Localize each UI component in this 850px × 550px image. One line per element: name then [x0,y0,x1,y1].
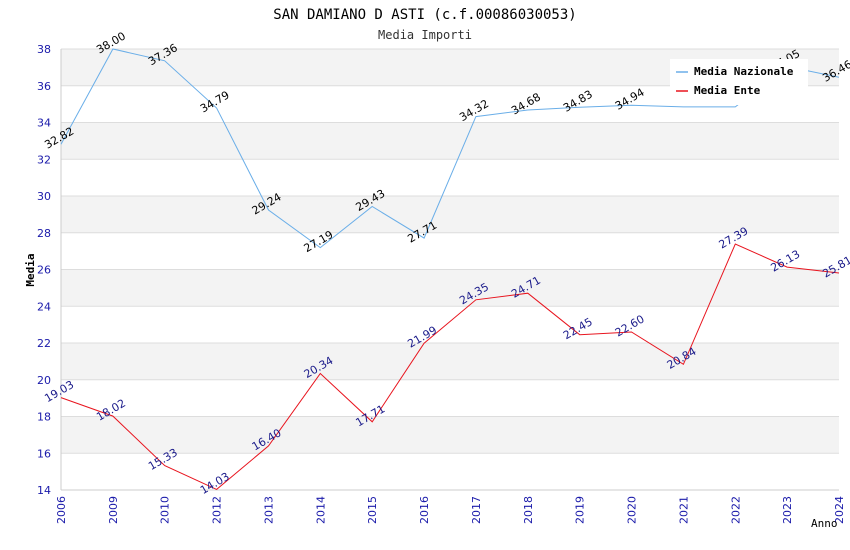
x-tick-label: 2018 [522,496,535,524]
y-tick-label: 22 [37,337,51,350]
grid-band [61,122,839,160]
legend-item-nazionale: Media Nazionale [694,65,794,78]
y-tick-label: 18 [37,411,51,424]
y-axis-label: Media [24,253,37,286]
grid-band [61,196,839,233]
grid-band [61,416,839,454]
legend-box [670,59,808,105]
y-tick-label: 28 [37,227,51,240]
y-tick-label: 34 [37,117,51,130]
axes [60,49,839,491]
series-line-nazionale [60,48,840,249]
grid-bands [61,48,839,491]
x-tick-label: 2015 [366,496,379,524]
grid-band [61,232,839,270]
x-tick-label: 2010 [159,496,172,524]
y-tick-label: 32 [37,153,51,166]
x-tick-label: 2017 [470,496,483,524]
chart-title: SAN DAMIANO D ASTI (c.f.00086030053) [273,7,576,23]
y-tick-label: 36 [37,80,51,93]
x-tick-label: 2023 [781,496,794,524]
y-axis-ticks: 14 16 18 20 22 24 26 28 30 32 34 36 38 [37,43,51,497]
chart-subtitle: Media Importi [378,28,472,42]
x-tick-label: 2021 [677,496,690,524]
x-tick-label: 2016 [418,496,431,524]
grid-band [61,379,839,417]
grid-band [61,269,839,307]
x-tick-label: 2012 [211,496,224,524]
grid-band [61,343,839,380]
series-lines [60,48,840,490]
x-axis-label: Anno [811,517,838,530]
legend: Media Nazionale Media Ente [670,59,808,105]
y-tick-label: 38 [37,43,51,56]
y-tick-label: 16 [37,447,51,460]
grid-band [61,453,839,490]
x-tick-label: 2020 [626,496,639,524]
series-line-ente [60,243,840,490]
x-tick-label: 2022 [729,496,742,524]
grid-band [61,306,839,343]
x-tick-label: 2019 [574,496,587,524]
y-tick-label: 30 [37,190,51,203]
y-tick-label: 20 [37,374,51,387]
y-tick-label: 26 [37,264,51,277]
x-tick-label: 2009 [107,496,120,524]
x-tick-label: 2024 [833,496,846,524]
legend-item-ente: Media Ente [694,84,761,97]
x-tick-label: 2014 [314,496,327,524]
x-axis-ticks: 2006 2009 2010 2012 2013 2014 2015 2016 2017 2018… [55,496,846,524]
y-tick-label: 24 [37,300,51,313]
x-tick-label: 2013 [262,496,275,524]
x-tick-label: 2006 [55,496,68,524]
y-tick-label: 14 [37,484,51,497]
